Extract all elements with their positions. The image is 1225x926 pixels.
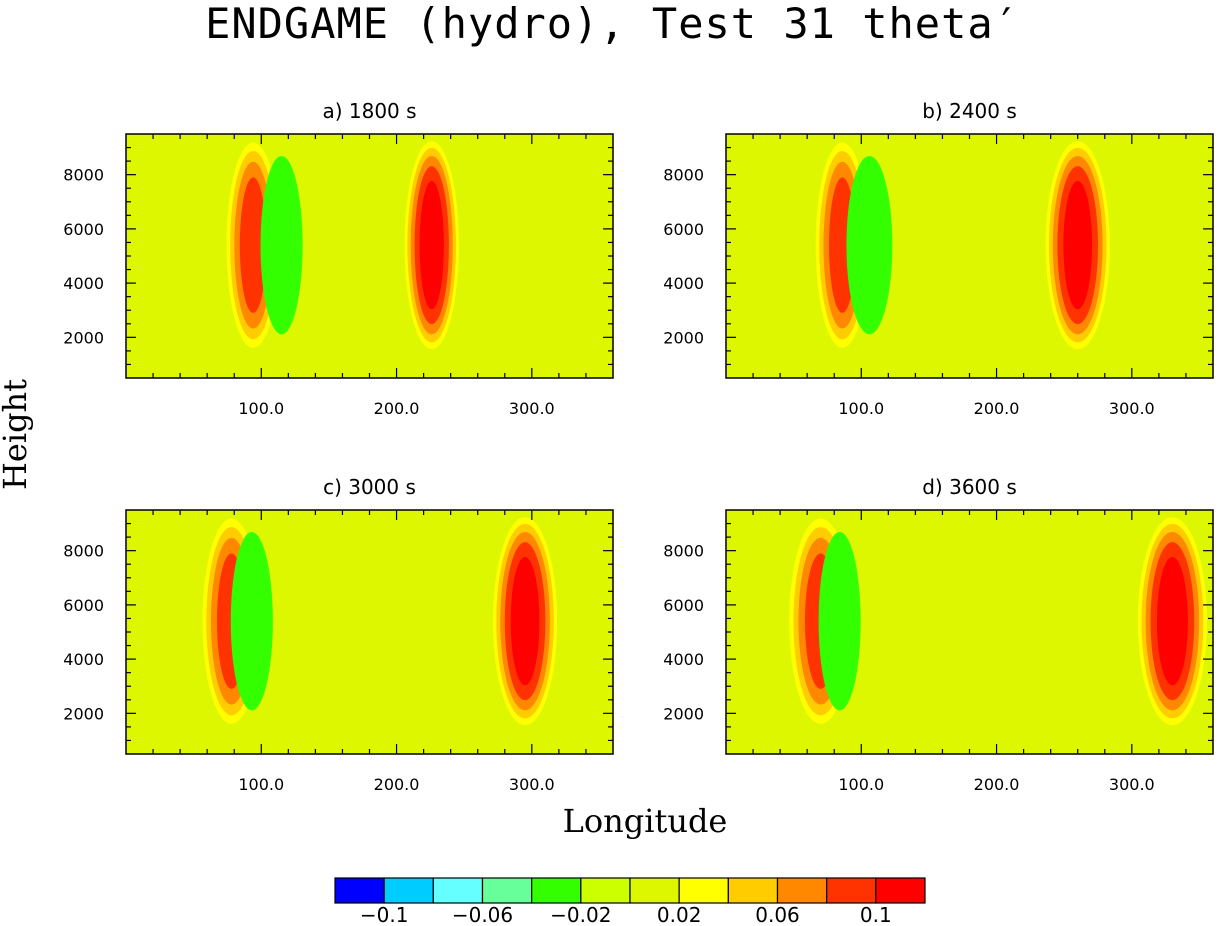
colorbar-swatch — [678, 877, 729, 904]
cool-anomaly-band — [230, 531, 273, 711]
colorbar-swatch — [629, 877, 680, 904]
colorbar-label: 0.1 — [860, 903, 892, 926]
colorbar-swatch — [826, 877, 877, 904]
y-tick-label: 8000 — [663, 166, 704, 185]
colorbar-label: 0.06 — [755, 903, 800, 926]
panel-title: a) 1800 s — [322, 99, 416, 123]
warm-anomaly-band — [510, 557, 540, 686]
colorbar-label: −0.1 — [360, 903, 409, 926]
colorbar-label: −0.02 — [550, 903, 611, 926]
colorbar-swatch — [334, 877, 385, 904]
field-background — [726, 134, 1213, 378]
warm-anomaly-band — [1063, 181, 1093, 310]
y-tick-label: 2000 — [663, 328, 704, 347]
x-tick-label: 200.0 — [974, 775, 1020, 794]
warm-anomaly-band — [239, 177, 267, 313]
colorbar-swatch — [580, 877, 631, 904]
panel-4: 100.0 200.0 300.0 2000 4000 6000 8000 d) 3600 s — [663, 475, 1214, 794]
colorbar: −0.1 −0.06 −0.02 0.02 0.06 0.1 — [334, 877, 926, 926]
panel-title: d) 3600 s — [922, 475, 1017, 499]
x-tick-label: 200.0 — [974, 399, 1020, 418]
cool-anomaly-band — [846, 155, 893, 335]
y-tick-label: 6000 — [63, 220, 104, 239]
x-tick-label: 300.0 — [1109, 775, 1155, 794]
cool-anomaly-band — [818, 531, 861, 711]
colorbar-swatch — [481, 877, 533, 904]
colorbar-label: −0.06 — [452, 903, 513, 926]
y-tick-label: 8000 — [663, 542, 704, 561]
colorbar-swatch — [776, 877, 828, 904]
x-axis-label: Longitude — [562, 802, 728, 840]
y-tick-label: 6000 — [663, 596, 704, 615]
panel-3: 100.0 200.0 300.0 2000 4000 6000 8000 c) 3000 s — [63, 475, 614, 794]
x-tick-label: 100.0 — [838, 775, 884, 794]
colorbar-label: 0.02 — [657, 903, 702, 926]
y-tick-label: 6000 — [63, 596, 104, 615]
panel-1: 100.0 200.0 300.0 2000 4000 6000 8000 a) 1800 s — [63, 99, 614, 418]
x-tick-label: 100.0 — [238, 775, 284, 794]
y-tick-label: 4000 — [63, 274, 104, 293]
y-tick-label: 4000 — [663, 274, 704, 293]
x-tick-label: 100.0 — [838, 399, 884, 418]
x-tick-label: 300.0 — [1109, 399, 1155, 418]
x-tick-label: 300.0 — [509, 775, 555, 794]
x-tick-label: 200.0 — [374, 775, 420, 794]
x-tick-label: 200.0 — [374, 399, 420, 418]
x-tick-label: 300.0 — [509, 399, 555, 418]
colorbar-swatch — [432, 877, 484, 904]
y-tick-label: 2000 — [63, 704, 104, 723]
y-tick-label: 4000 — [63, 650, 104, 669]
colorbar-swatch — [531, 877, 582, 904]
panel-title: b) 2400 s — [922, 99, 1017, 123]
cool-anomaly-band — [260, 155, 303, 335]
warm-anomaly-band — [1156, 557, 1188, 686]
y-tick-label: 8000 — [63, 542, 104, 561]
colorbar-swatch — [383, 877, 434, 904]
colorbar-swatch — [727, 877, 779, 904]
y-tick-label: 2000 — [663, 704, 704, 723]
panel-2: 100.0 200.0 300.0 2000 4000 6000 8000 b) 2400 s — [663, 99, 1214, 418]
y-tick-label: 4000 — [663, 650, 704, 669]
x-tick-label: 100.0 — [238, 399, 284, 418]
field-background — [126, 134, 613, 378]
y-tick-label: 8000 — [63, 166, 104, 185]
colorbar-swatch — [875, 877, 926, 904]
y-tick-label: 6000 — [663, 220, 704, 239]
figure-title: ENDGAME (hydro), Test 31 theta′ — [205, 0, 1020, 48]
y-tick-label: 2000 — [63, 328, 104, 347]
warm-anomaly-band — [419, 181, 444, 310]
panel-title: c) 3000 s — [323, 475, 416, 499]
